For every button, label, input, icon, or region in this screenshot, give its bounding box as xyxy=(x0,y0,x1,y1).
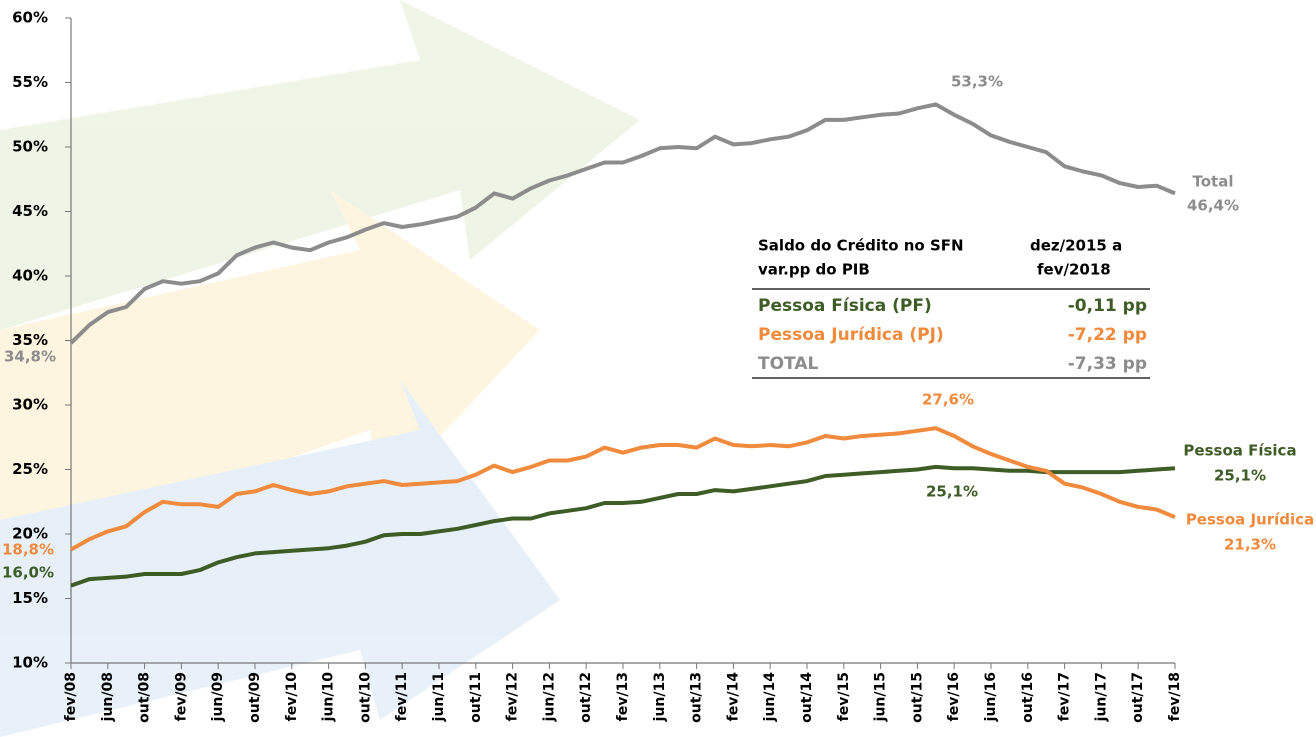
x-tick-label: out/09 xyxy=(247,672,263,723)
table-header: fev/2018 xyxy=(1037,261,1111,279)
y-tick-label: 40% xyxy=(12,267,48,285)
x-tick-label: jun/14 xyxy=(762,672,778,723)
annotation: 16,0% xyxy=(2,564,54,582)
y-tick-label: 50% xyxy=(12,138,48,156)
table-cell: Pessoa Jurídica (PJ) xyxy=(758,325,944,345)
x-tick-label: out/11 xyxy=(468,672,484,723)
x-tick-label: out/14 xyxy=(799,672,815,723)
series-label: Pessoa Jurídica xyxy=(1186,511,1314,529)
x-tick-label: fev/16 xyxy=(946,672,962,721)
x-tick-label: jun/13 xyxy=(652,672,668,722)
x-tick-label: fev/15 xyxy=(836,672,852,721)
annotation: 27,6% xyxy=(922,391,974,409)
x-tick-label: fev/10 xyxy=(284,672,300,722)
x-tick-label: fev/09 xyxy=(173,672,189,721)
annotation: 25,1% xyxy=(1214,467,1266,485)
annotation: 46,4% xyxy=(1187,197,1239,215)
y-tick-label: 15% xyxy=(12,589,48,607)
x-tick-label: jun/09 xyxy=(210,672,226,722)
y-tick-label: 25% xyxy=(12,460,48,478)
y-tick-label: 45% xyxy=(12,202,48,220)
table-header: Saldo do Crédito no SFN xyxy=(758,237,964,255)
x-tick-label: jun/15 xyxy=(873,672,889,722)
x-tick-label: jun/17 xyxy=(1093,672,1109,722)
table-header: var.pp do PIB xyxy=(758,261,870,279)
x-tick-label: jun/11 xyxy=(431,672,447,722)
x-tick-label: out/13 xyxy=(689,672,705,723)
x-tick-label: out/10 xyxy=(357,672,373,723)
annotation: 18,8% xyxy=(2,541,54,559)
x-tick-label: jun/10 xyxy=(321,672,337,723)
x-tick-label: fev/11 xyxy=(394,672,410,721)
table: Saldo do Crédito no SFN dez/2015 a var.p… xyxy=(752,237,1150,379)
x-tick-label: fev/12 xyxy=(505,672,521,721)
x-tick-label: jun/16 xyxy=(983,672,999,722)
table-cell: -7,33 pp xyxy=(1068,354,1147,374)
x-tick-label: fev/17 xyxy=(1057,672,1073,721)
x-tick-label: out/08 xyxy=(137,672,153,723)
y-tick-label: 35% xyxy=(12,331,48,349)
x-tick-label: jun/08 xyxy=(100,672,116,722)
x-tick-label: jun/12 xyxy=(541,672,557,722)
x-tick-label: fev/13 xyxy=(615,672,631,721)
x-tick-label: out/15 xyxy=(909,672,925,723)
table-cell: -0,11 pp xyxy=(1068,296,1147,316)
y-tick-label: 10% xyxy=(12,654,48,672)
x-tick-label: fev/08 xyxy=(63,672,79,721)
series-label: Pessoa Física xyxy=(1183,442,1296,460)
background-arrows xyxy=(0,0,640,737)
x-tick-label: out/16 xyxy=(1020,672,1036,723)
annotation: 53,3% xyxy=(951,73,1003,91)
x-tick-label: out/12 xyxy=(578,672,594,723)
annotation: 21,3% xyxy=(1224,536,1276,554)
y-tick-label: 60% xyxy=(12,9,48,27)
table-cell: -7,22 pp xyxy=(1068,325,1147,345)
y-tick-label: 30% xyxy=(12,396,48,414)
series-label: Total xyxy=(1193,173,1234,191)
table-header: dez/2015 a xyxy=(1030,237,1122,255)
x-tick-label: out/17 xyxy=(1130,672,1146,723)
annotation: 25,1% xyxy=(926,483,978,501)
y-tick-label: 55% xyxy=(12,73,48,91)
x-tick-label: fev/14 xyxy=(725,672,741,722)
chart: Saldo do Crédito no SFN dez/2015 a var.p… xyxy=(0,0,1316,737)
x-tick-label: fev/18 xyxy=(1167,672,1183,721)
annotation: 34,8% xyxy=(4,348,56,366)
table-cell: TOTAL xyxy=(758,354,818,374)
table-cell: Pessoa Física (PF) xyxy=(758,296,932,316)
